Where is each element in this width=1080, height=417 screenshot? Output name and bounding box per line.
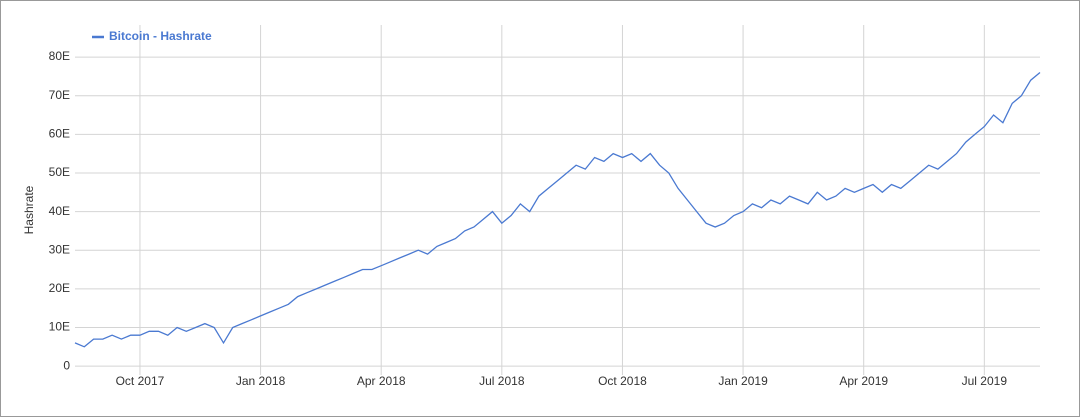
y-tick-label: 50E <box>49 165 70 179</box>
data-line <box>74 71 1041 348</box>
y-tick-label: 30E <box>49 242 70 256</box>
x-tick-label: Oct 2017 <box>116 374 165 388</box>
y-tick-label: 0 <box>63 358 70 372</box>
y-axis-label: Hashrate <box>22 185 36 234</box>
y-tick-label: 20E <box>49 281 70 295</box>
x-tick-label: Jul 2019 <box>962 374 1008 388</box>
x-tick-label: Jan 2018 <box>236 374 286 388</box>
x-tick-label: Jul 2018 <box>479 374 525 388</box>
y-tick-label: 40E <box>49 204 70 218</box>
x-tick-label: Oct 2018 <box>598 374 647 388</box>
y-tick-label: 60E <box>49 126 70 140</box>
legend-label: Bitcoin - Hashrate <box>109 29 212 43</box>
y-tick-label: 70E <box>49 88 70 102</box>
y-tick-label: 10E <box>49 320 70 334</box>
y-tick-label: 80E <box>49 49 70 63</box>
x-tick-label: Apr 2019 <box>839 374 888 388</box>
x-tick-label: Jan 2019 <box>718 374 768 388</box>
x-tick-label: Apr 2018 <box>357 374 406 388</box>
